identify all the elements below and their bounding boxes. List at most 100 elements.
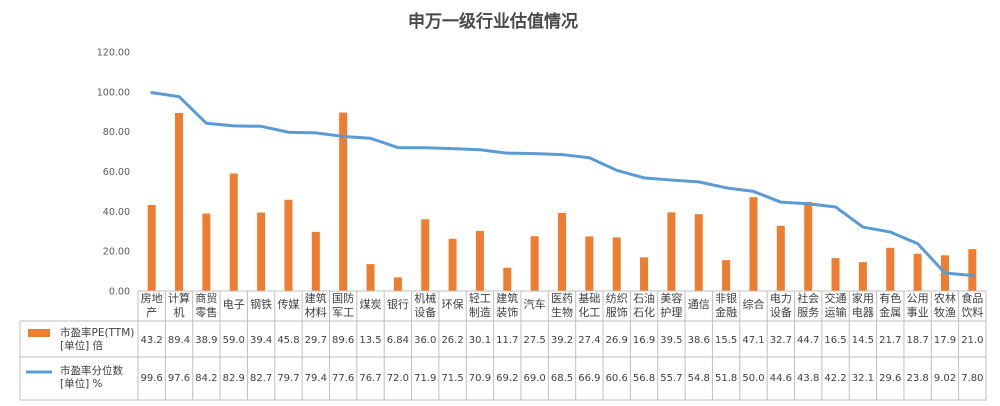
category-label: 纺织 — [606, 291, 628, 305]
table-cell-percentile: 43.8 — [797, 373, 819, 384]
table-cell-pe: 13.5 — [359, 335, 381, 346]
category-label: 建筑 — [496, 291, 518, 305]
bar — [722, 260, 731, 291]
category-label: 石化 — [633, 305, 655, 319]
table-cell-pe: 6.84 — [387, 335, 409, 346]
category-label: 设备 — [770, 305, 792, 319]
table-cell-pe: 26.2 — [441, 335, 463, 346]
bar — [393, 277, 402, 291]
table-cell-percentile: 54.8 — [688, 373, 710, 384]
category-label: 食品 — [961, 291, 983, 305]
category-label: 美容 — [660, 291, 682, 305]
category-label: 电器 — [852, 306, 874, 319]
bar — [558, 212, 566, 291]
bar — [257, 212, 266, 291]
category-label: 环保 — [442, 297, 464, 311]
table-cell-pe: 32.7 — [770, 335, 792, 346]
table-cell-percentile: 60.6 — [606, 373, 628, 384]
table-cell-pe: 89.6 — [332, 335, 354, 346]
table-cell-percentile: 79.4 — [305, 373, 327, 384]
bar — [311, 231, 320, 291]
category-label: 计算 — [168, 291, 190, 305]
bar — [503, 267, 512, 291]
category-label: 医药 — [551, 292, 573, 305]
bar — [421, 219, 430, 291]
table-cell-percentile: 71.5 — [441, 373, 463, 384]
table-cell-percentile: 82.9 — [223, 373, 245, 384]
table-cell-pe: 18.7 — [906, 335, 928, 346]
table-cell-percentile: 66.9 — [578, 373, 600, 384]
y-axis: 0.00 20.00 40.00 60.00 80.00 100.00 120.00 — [97, 48, 130, 298]
bar — [339, 112, 348, 292]
category-label: 金融 — [715, 305, 737, 319]
bar — [612, 237, 621, 291]
category-label: 建筑 — [305, 291, 327, 305]
table-cell-percentile: 23.8 — [906, 373, 928, 384]
y-tick-label: 100.00 — [97, 87, 130, 98]
table-cell-percentile: 42.2 — [824, 373, 846, 384]
category-label: 事业 — [907, 306, 929, 319]
category-label: 化工 — [578, 305, 600, 319]
category-label: 服饰 — [606, 305, 628, 319]
category-label: 机械 — [414, 291, 436, 305]
table-cell-pe: 21.0 — [961, 335, 983, 346]
category-label: 产 — [146, 305, 157, 319]
y-tick-label: 60.00 — [103, 167, 130, 178]
category-label: 装饰 — [496, 305, 518, 319]
category-label: 服务 — [797, 306, 819, 319]
category-label: 生物 — [551, 305, 573, 319]
category-label: 基础 — [578, 292, 600, 305]
category-label: 饮料 — [961, 305, 983, 319]
category-label: 电子 — [223, 298, 245, 311]
category-label: 零售 — [195, 305, 217, 319]
category-label: 非银 — [715, 291, 737, 305]
table-cell-pe: 21.7 — [879, 335, 901, 346]
y-tick-label: 80.00 — [103, 127, 130, 138]
bar — [913, 253, 922, 291]
table-cell-pe: 47.1 — [742, 335, 764, 346]
bar — [640, 257, 649, 291]
table-cell-pe: 11.7 — [496, 335, 518, 346]
bar — [831, 258, 840, 291]
y-tick-label: 40.00 — [103, 207, 130, 218]
table-cell-pe: 29.7 — [305, 335, 327, 346]
category-label: 交通 — [825, 291, 847, 305]
category-label: 护理 — [660, 305, 682, 319]
legend-label-pe: 市盈率PE(TTM) — [60, 326, 134, 339]
bar — [284, 199, 293, 291]
table-cell-percentile: 9.02 — [934, 373, 956, 384]
table-cell-pe: 16.9 — [633, 335, 655, 346]
table-cell-pe: 17.9 — [934, 335, 956, 346]
bar-series — [147, 112, 977, 292]
legend-label-pe: [单位] 倍 — [60, 339, 104, 352]
table-cell-percentile: 68.5 — [551, 373, 573, 384]
bar — [229, 173, 238, 291]
table-cell-pe: 44.7 — [797, 335, 819, 346]
table-cell-pe: 16.5 — [824, 335, 846, 346]
category-label: 公用 — [907, 292, 929, 305]
table-cell-pe: 45.8 — [277, 335, 299, 346]
category-label: 运输 — [825, 305, 847, 319]
bar — [858, 262, 867, 291]
table-cell-percentile: 69.0 — [524, 373, 546, 384]
category-label: 房地 — [141, 292, 163, 305]
table-cell-pe: 14.5 — [852, 335, 874, 346]
category-label: 煤炭 — [360, 298, 382, 311]
table-cell-pe: 26.9 — [606, 335, 628, 346]
chart-title: 申万一级行业估值情况 — [408, 11, 578, 32]
table-cell-pe: 39.5 — [660, 335, 682, 346]
table-cell-percentile: 69.2 — [496, 373, 518, 384]
category-label: 家用 — [852, 291, 874, 305]
table-cell-pe: 36.0 — [414, 335, 436, 346]
table-cell-pe: 27.4 — [578, 335, 600, 346]
table-cell-percentile: 32.1 — [852, 373, 874, 384]
bar — [175, 112, 184, 291]
bar — [448, 238, 457, 291]
category-label: 传媒 — [277, 298, 299, 311]
category-label: 材料 — [305, 305, 327, 319]
bar — [694, 214, 703, 291]
table-cell-pe: 39.4 — [250, 335, 272, 346]
